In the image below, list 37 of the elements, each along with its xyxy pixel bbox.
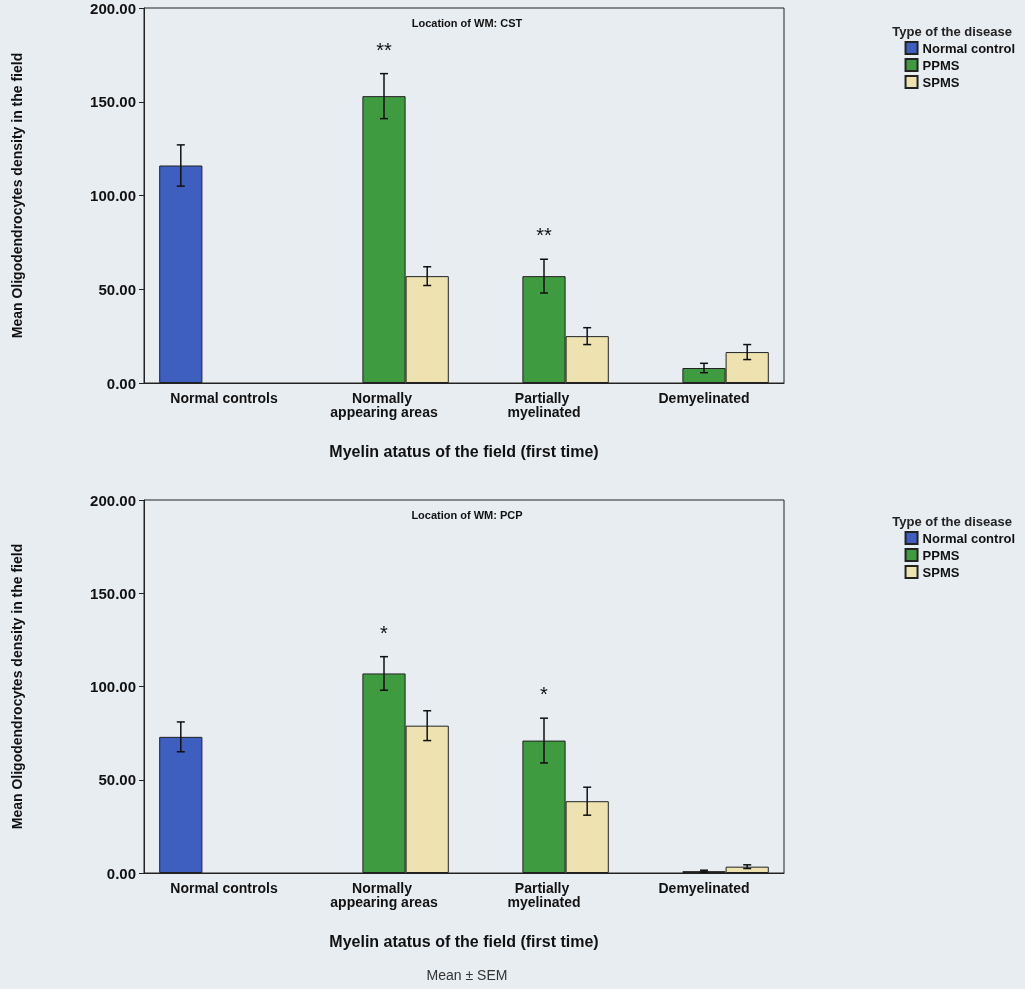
y-tick-label: 50.00 bbox=[98, 771, 136, 789]
text: Mean ± SEM bbox=[426, 967, 508, 983]
legend-label: Normal control bbox=[922, 530, 1016, 546]
y-axis-title: Mean Oligodendrocytes density in the field bbox=[9, 543, 25, 830]
y-tick-label: 0.00 bbox=[106, 864, 136, 882]
data-label: ** bbox=[536, 224, 552, 247]
legend-title: Type of the disease bbox=[892, 514, 1012, 529]
y-tick-label: 100.00 bbox=[90, 187, 136, 204]
y-tick-label: 100.00 bbox=[90, 678, 136, 695]
legend-label: SPMS bbox=[922, 74, 960, 90]
x-tick-label: Demyelinated bbox=[658, 390, 750, 406]
x-axis-title: Myelin atatus of the field (first time) bbox=[329, 442, 599, 460]
x-tick-label: Normal controls bbox=[170, 880, 278, 896]
legend-title: Type of the disease bbox=[892, 24, 1012, 39]
y-tick-label: 0.00 bbox=[106, 374, 136, 392]
text: Location of WM: CST bbox=[411, 16, 523, 29]
x-tick-label: Demyelinated bbox=[658, 880, 750, 896]
x-tick-label: Partially myelinated bbox=[507, 880, 581, 910]
x-tick-label: Normally appearing areas bbox=[330, 880, 438, 910]
x-axis-title: Myelin atatus of the field (first time) bbox=[329, 932, 599, 950]
data-label: * bbox=[380, 621, 389, 644]
data-label: ** bbox=[376, 38, 392, 61]
x-tick-label: Partially myelinated bbox=[507, 390, 581, 420]
y-tick-label: 150.00 bbox=[90, 93, 136, 111]
x-tick-label: Normal controls bbox=[170, 390, 278, 406]
y-axis-title: Mean Oligodendrocytes density in the field bbox=[9, 52, 25, 339]
data-label: * bbox=[540, 683, 549, 706]
x-tick-label: Normally appearing areas bbox=[330, 390, 438, 420]
legend-label: PPMS bbox=[922, 547, 960, 563]
legend-label: Normal control bbox=[922, 40, 1016, 56]
legend-label: PPMS bbox=[922, 57, 960, 73]
y-tick-label: 50.00 bbox=[98, 280, 136, 298]
y-tick-label: 200.00 bbox=[90, 0, 136, 17]
y-tick-label: 200.00 bbox=[90, 491, 136, 509]
legend-label: SPMS bbox=[922, 564, 960, 580]
text: Location of WM: PCP bbox=[411, 508, 523, 521]
y-tick-label: 150.00 bbox=[90, 584, 136, 602]
